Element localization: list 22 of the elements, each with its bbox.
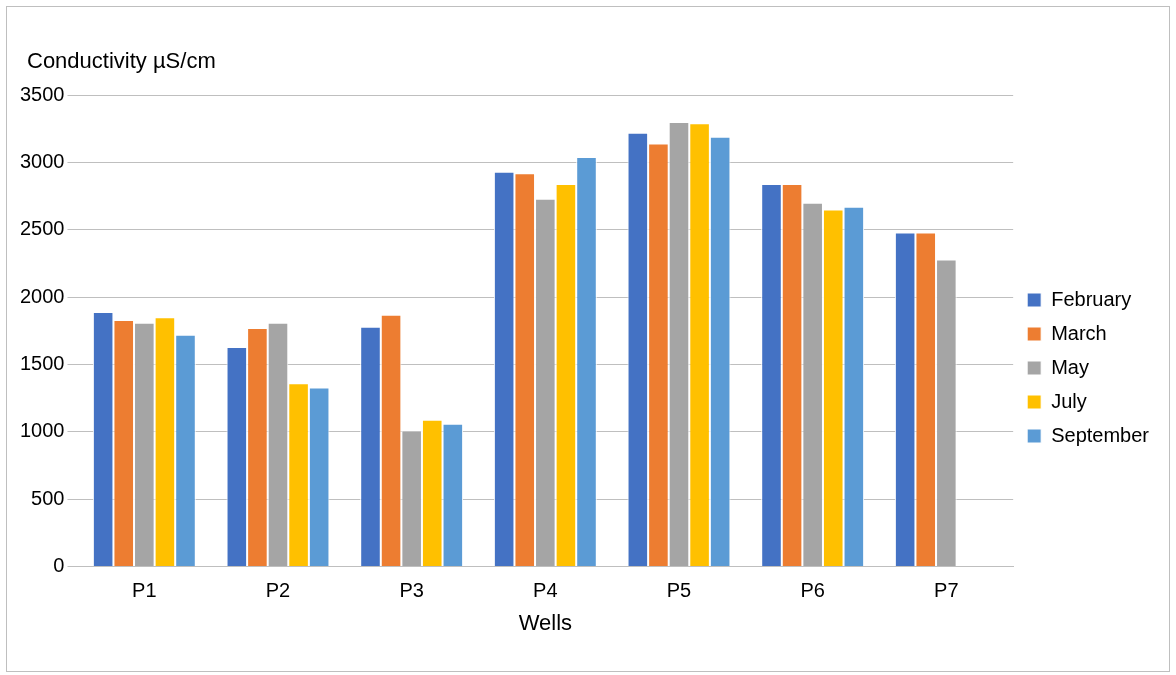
- legend-label: May: [1051, 355, 1089, 378]
- y-tick-label: 500: [31, 486, 65, 509]
- x-tick-label: P3: [399, 579, 424, 602]
- y-tick-label: 3000: [19, 149, 65, 172]
- legend-label: July: [1051, 389, 1087, 412]
- x-tick-label: P7: [934, 579, 959, 602]
- y-tick-label: 2000: [19, 284, 65, 307]
- legend-label: September: [1051, 423, 1150, 446]
- y-tick-label: 2500: [19, 217, 65, 240]
- y-tick-label: 1500: [19, 352, 65, 374]
- x-tick-label: P2: [265, 579, 291, 602]
- x-tick-label: P6: [800, 579, 825, 602]
- y-tick-label: 3500: [19, 82, 65, 105]
- y-tick-label: 0: [53, 554, 65, 577]
- x-tick-label: P4: [533, 579, 558, 602]
- legend-label: March: [1051, 321, 1107, 344]
- x-axis-title: Wells: [518, 609, 573, 635]
- x-tick-label: P5: [666, 579, 692, 602]
- legend-label: February: [1051, 287, 1132, 310]
- x-tick-label: P1: [132, 579, 157, 602]
- y-tick-label: 1000: [19, 419, 65, 442]
- y-axis-title: Conductivity µS/cm: [27, 48, 216, 74]
